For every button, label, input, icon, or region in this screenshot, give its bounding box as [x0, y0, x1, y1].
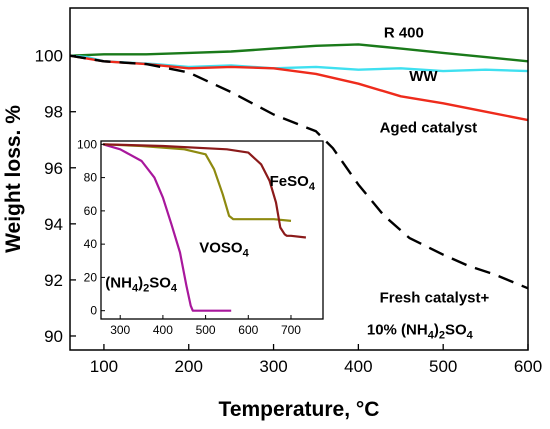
- inset-axes: 300 400 500 600 700 0 20 40 60 80 100: [77, 137, 301, 337]
- y-tick-label: 90: [44, 327, 63, 346]
- series-line-aged-catalyst: [69, 54, 529, 122]
- inset-x-tick-label: 300: [110, 323, 130, 337]
- inset-series-label-voso4: VOSO4: [199, 239, 249, 259]
- x-tick-label: 400: [344, 357, 372, 376]
- inset-y-tick-label: 80: [84, 171, 98, 185]
- inset-x-tick-label: 700: [281, 323, 301, 337]
- inset-series-line-voso4: [103, 143, 292, 222]
- series-line-fresh-catalyst-10-nh4-2so4: [69, 54, 529, 290]
- inset-series-line-feso4: [103, 143, 307, 239]
- x-tick-label: 100: [90, 357, 118, 376]
- y-tick-label: 94: [44, 215, 63, 234]
- series-line-r-400: [69, 43, 529, 63]
- series-label-10-nh4-2so4: 10% (NH4)2SO4: [367, 322, 474, 342]
- inset-y-tick-label: 40: [84, 237, 98, 251]
- x-tick-label: 600: [514, 357, 542, 376]
- series-label-aged-catalyst: Aged catalyst: [380, 120, 478, 137]
- y-tick-label: 96: [44, 159, 63, 178]
- x-tick-label: 200: [175, 357, 203, 376]
- series-label-ww: WW: [409, 68, 438, 85]
- inset-y-tick-label: 0: [90, 304, 97, 318]
- series-label-fresh-catalyst: Fresh catalyst+: [380, 289, 490, 306]
- x-axis-title: Temperature, °C: [219, 398, 380, 421]
- main-series-labels: R 400 WW Aged catalyst Fresh catalyst+ 10% (…: [367, 24, 490, 341]
- inset-series-labels: FeSO4 VOSO4 (NH4)2SO4: [105, 173, 316, 294]
- inset-x-tick-label: 600: [238, 323, 258, 337]
- inset-x-tick-label: 500: [196, 323, 216, 337]
- inset-background: [100, 140, 324, 320]
- y-axis-title: Weight loss. %: [2, 105, 25, 253]
- inset-y-tick-label: 60: [84, 204, 98, 218]
- x-tick-label: 300: [259, 357, 287, 376]
- inset-plot: [100, 140, 324, 320]
- y-tick-label: 98: [44, 103, 63, 122]
- x-tick-label: 500: [429, 357, 457, 376]
- plot-frame: [69, 7, 529, 351]
- inset-y-tick-label: 20: [84, 270, 98, 284]
- inset-y-tick-label: 100: [77, 137, 97, 151]
- inset-x-tick-label: 400: [153, 323, 173, 337]
- inset-series-label-feso4: FeSO4: [270, 173, 316, 193]
- y-tick-label: 100: [35, 47, 63, 66]
- inset-series-line-nh4-2so4: [102, 143, 232, 312]
- y-tick-label: 92: [44, 271, 63, 290]
- series-label-r-400: R 400: [384, 24, 424, 41]
- inset-series-label-nh4-2so4: (NH4)2SO4: [105, 274, 178, 294]
- main-plot: [69, 43, 529, 290]
